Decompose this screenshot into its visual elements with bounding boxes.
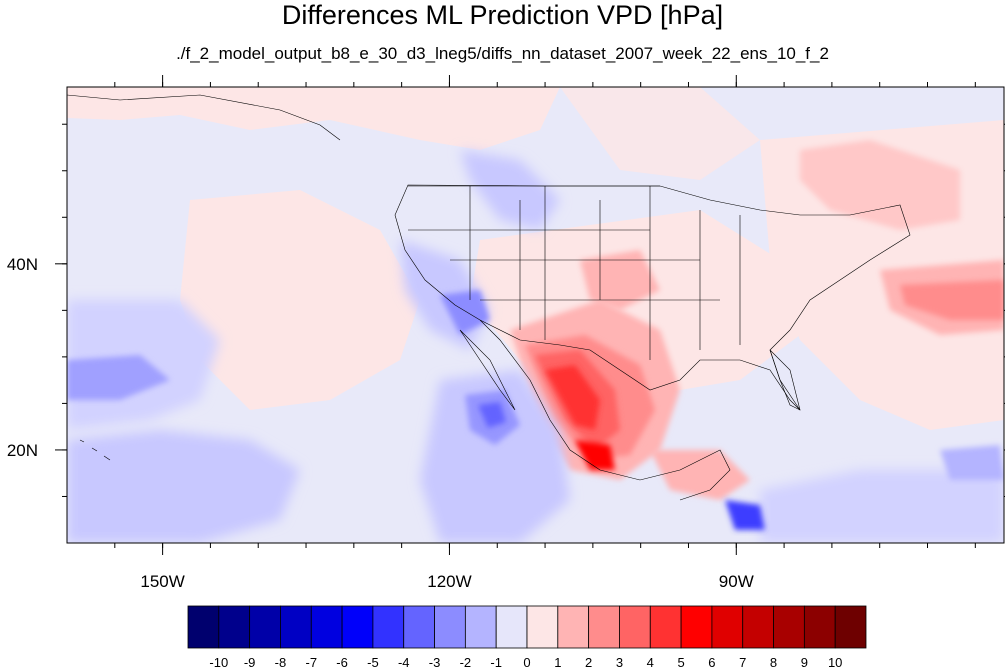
colorbar-swatch — [526, 605, 559, 649]
blue2-west-pacific — [67, 355, 170, 400]
pink-north-pacific — [67, 87, 560, 150]
colorbar-label: -8 — [274, 655, 287, 670]
blue1-tropical-pacific — [67, 430, 300, 543]
lat-tick-label: 20N — [7, 441, 38, 460]
colorbar-swatch — [310, 605, 343, 649]
colorbar-label: -6 — [336, 655, 348, 670]
lon-tick-label: 90W — [719, 572, 754, 591]
state-lines — [408, 186, 741, 360]
lon-tick-label: 120W — [427, 572, 471, 591]
blue3-east-pacific — [478, 402, 506, 428]
lon-tick-label: 150W — [140, 572, 184, 591]
pink-northeast-pacific — [560, 87, 760, 180]
red6-mexico — [575, 440, 615, 470]
colorbar — [187, 605, 867, 649]
colorbar-label: 1 — [554, 655, 562, 670]
lat-tick-label: 40N — [7, 255, 38, 274]
colorbar-swatch — [218, 605, 251, 649]
mexico-outline — [479, 319, 731, 501]
us-outline — [394, 184, 911, 411]
colorbar-label: -1 — [490, 655, 502, 670]
red2-central-america — [650, 450, 750, 500]
colorbar-swatch — [249, 605, 281, 649]
blue1-east-pacific — [420, 370, 570, 543]
colorbar-swatch — [495, 605, 528, 649]
colorbar-label: -4 — [397, 655, 410, 670]
colorbar-swatch — [803, 605, 836, 649]
positive-anomaly-regions — [67, 87, 1004, 500]
blue2-gulf — [940, 445, 1004, 480]
colorbar-swatch — [434, 605, 466, 649]
colorbar-label: 6 — [708, 655, 716, 670]
plot-frame — [66, 86, 1005, 544]
colorbar-label: 8 — [769, 655, 778, 670]
colorbar-swatch — [619, 605, 651, 649]
map-subtitle: ./f_2_model_output_b8_e_30_d3_lneg5/diff… — [176, 44, 829, 63]
axis-ticks: 150W 120W 90W 40N 20N — [7, 75, 1005, 591]
colorbar-swatch — [834, 605, 867, 649]
red5-mexico — [545, 365, 600, 430]
colorbar-swatch — [588, 605, 620, 649]
colorbar-label: 9 — [800, 655, 808, 670]
colorbar-label: -3 — [428, 655, 441, 670]
colorbar-label: -2 — [459, 655, 472, 670]
colorbar-swatch — [773, 605, 805, 649]
colorbar-label: 5 — [677, 655, 685, 670]
contour-field — [67, 87, 1004, 543]
blue1-north-rockies — [460, 150, 560, 230]
colorbar-swatch — [280, 605, 312, 649]
pink-central-pacific — [180, 190, 420, 410]
blue2-baja — [440, 290, 490, 335]
map-title: Differences ML Prediction VPD [hPa] — [281, 0, 724, 30]
baja-outline — [459, 329, 516, 411]
colorbar-label: -9 — [243, 655, 256, 670]
alaska-coast — [67, 94, 341, 141]
coastlines-and-borders — [67, 94, 911, 501]
colorbar-swatch — [341, 605, 374, 649]
negative-anomaly-regions — [67, 150, 1004, 543]
colorbar-label: 4 — [646, 655, 654, 670]
colorbar-label: 0 — [523, 655, 531, 670]
colorbar-label: -5 — [367, 655, 379, 670]
colorbar-swatch — [187, 605, 220, 649]
colorbar-swatch — [464, 605, 497, 649]
colorbar-swatch — [742, 605, 774, 649]
colorbar-swatch — [711, 605, 744, 649]
colorbar-swatch — [557, 605, 590, 649]
red2-hudson — [800, 140, 960, 230]
colorbar-label: 2 — [585, 655, 593, 670]
blue3-central-america — [725, 500, 765, 530]
colorbar-swatch — [680, 605, 713, 649]
colorbar-label: 7 — [739, 655, 747, 670]
colorbar-swatch — [372, 605, 405, 649]
red3-atlantic — [900, 280, 1004, 320]
blue1-southeast — [760, 470, 1004, 543]
colorbar-swatch — [649, 605, 682, 649]
hawaii-islands — [79, 439, 111, 461]
colorbar-label: -7 — [305, 655, 318, 670]
colorbar-swatch — [403, 605, 435, 649]
colorbar-label: -10 — [209, 655, 229, 670]
florida — [769, 349, 801, 411]
colorbar-label: 3 — [615, 655, 624, 670]
colorbar-label: 10 — [827, 655, 843, 670]
